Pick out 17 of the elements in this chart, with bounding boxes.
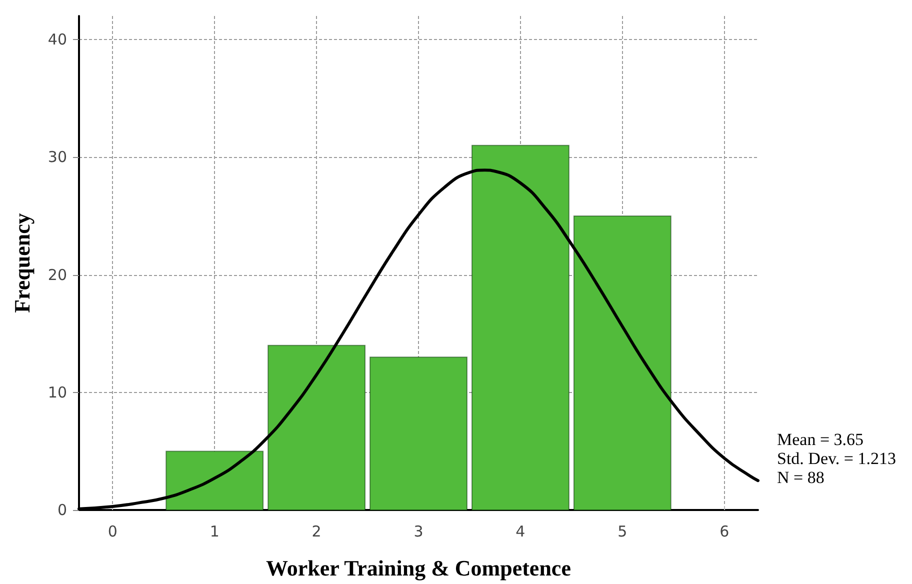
y-axis-title: Frequency — [10, 213, 34, 313]
x-tick-label: 5 — [618, 522, 628, 540]
x-tick-label: 1 — [210, 522, 220, 540]
x-tick-label: 3 — [414, 522, 424, 540]
text: Mean = 3.65 — [777, 430, 864, 449]
y-tick-label: 40 — [48, 30, 67, 49]
x-tick-label: 4 — [516, 522, 526, 540]
x-tick-label: 2 — [312, 522, 322, 540]
x-axis-title: Worker Training & Competence — [266, 556, 572, 580]
y-tick-label: 30 — [48, 148, 67, 166]
text: N = 88 — [777, 468, 824, 487]
y-tick-label: 10 — [48, 383, 67, 402]
y-tick-label: 0 — [57, 501, 67, 519]
x-tick-label: 0 — [108, 522, 118, 540]
text: Std. Dev. = 1.213 — [777, 449, 896, 468]
x-tick-label: 6 — [720, 522, 730, 540]
y-tick-label: 20 — [48, 266, 67, 284]
